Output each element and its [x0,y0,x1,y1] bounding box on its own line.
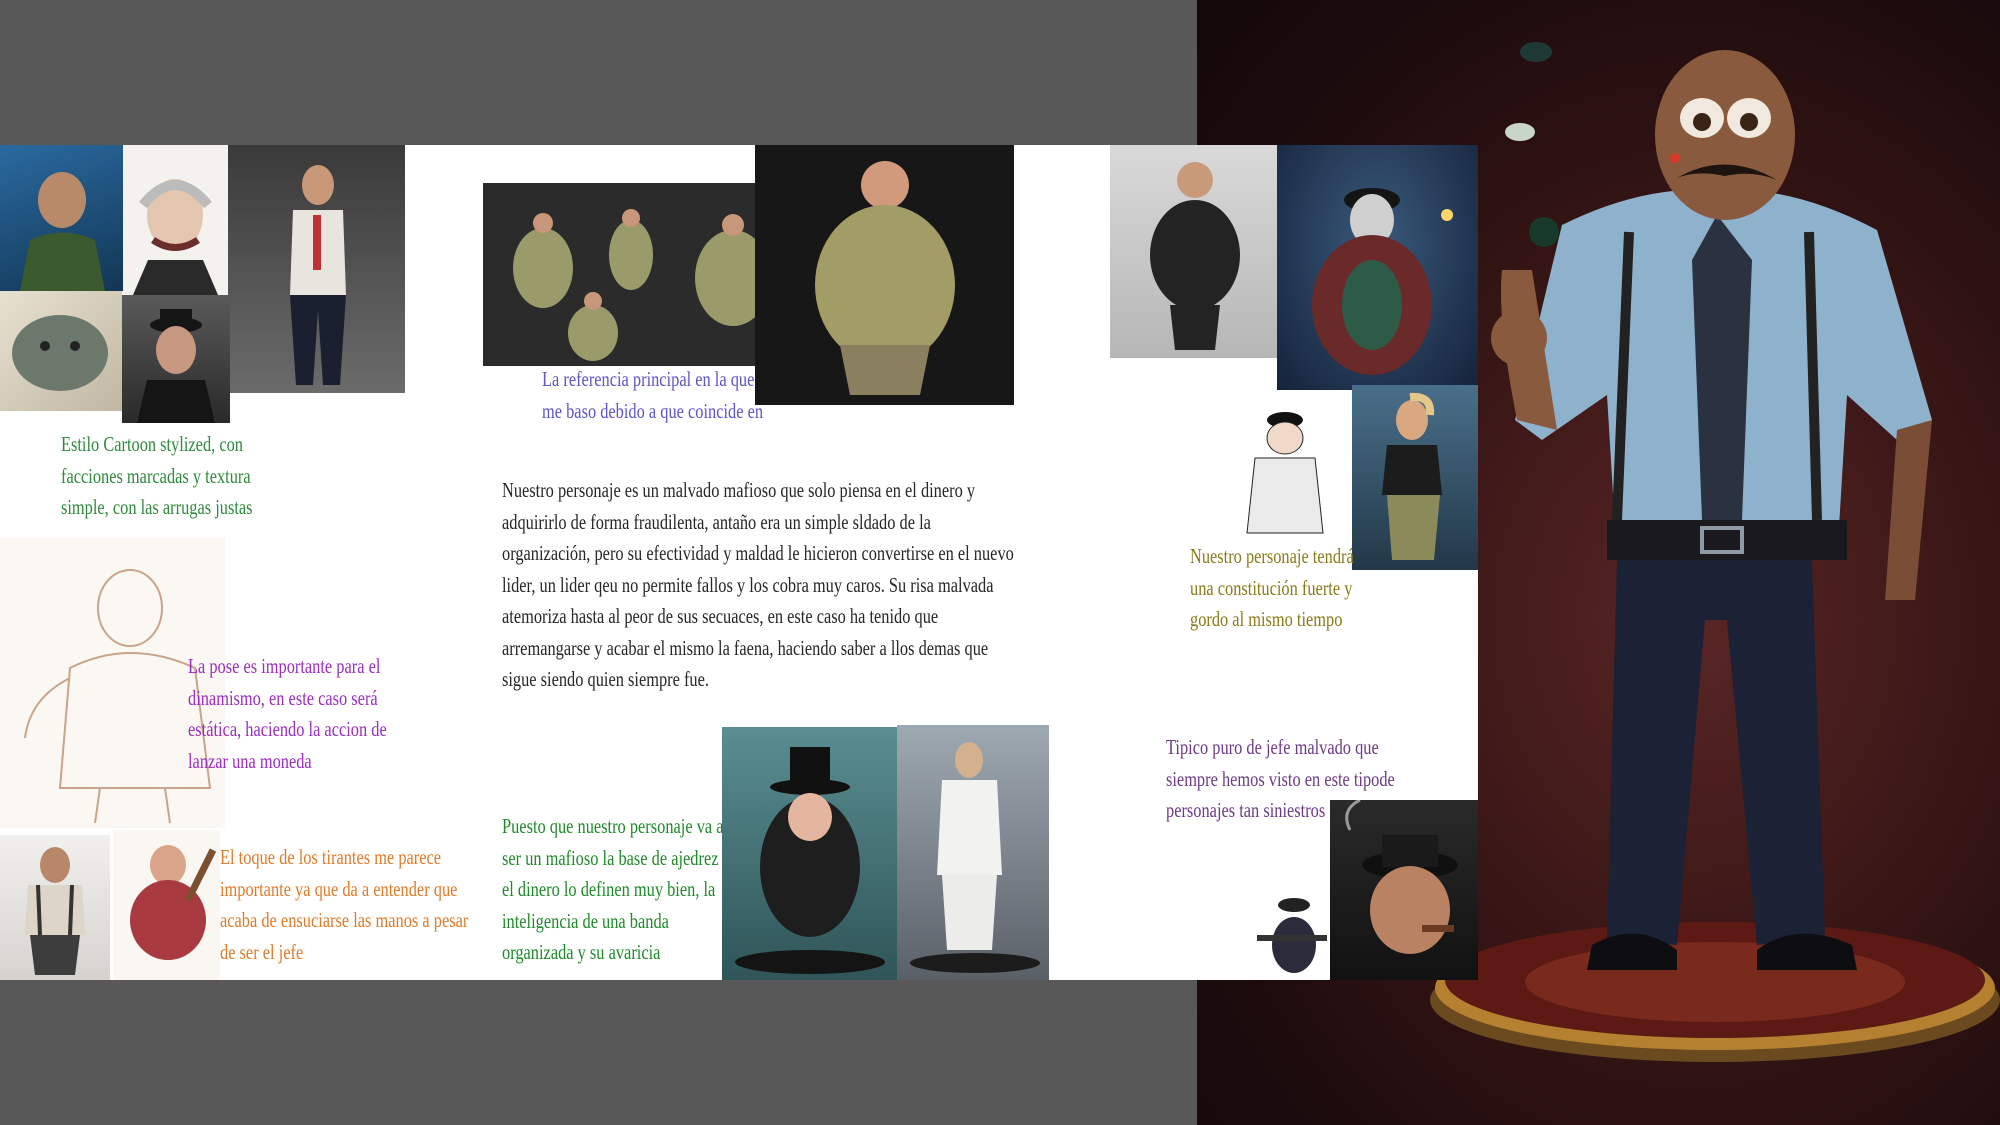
character-description: Nuestro personaje es un malvado mafioso … [502,478,1014,691]
cartoon-style-note: Estilo Cartoon stylized, con facciones ma… [61,432,253,519]
blonde-tough-guy-render-image [1352,385,1478,570]
tommy-gun-gangster-image [1252,885,1337,980]
two-face-figure-image [897,725,1049,980]
suspenders-note: El toque de los tirantes me parece import… [220,845,469,964]
white-suit-boss-drawing-image [1235,398,1335,543]
pose-note: La pose es importante para el dinamismo, … [188,654,387,773]
bearded-coat-character-image [1277,145,1478,390]
waiter-character-render-image [228,145,405,393]
hat-mobster-bust-image [122,295,230,423]
suspenders-thug-character-image [0,835,110,980]
fat-mobster-turnaround-image [483,183,808,366]
constitution-note: Nuestro personaje tendrá una constitución… [1190,544,1354,631]
cigar-note: Tipico puro de jefe malvado que siempre h… [1166,735,1395,822]
fat-mobster-main-reference-image [755,145,1014,405]
main-reference-note: La referencia principal en la que me baso… [542,367,764,423]
green-soldier-character-image [0,145,123,291]
fat-bat-character-image [113,830,220,980]
suit-fat-man-render-image [1110,145,1280,358]
mafia-boss-render-image [1430,42,2000,1062]
cigar-smoking-mobster-image [1330,800,1478,980]
chess-base-note: Puesto que nuestro personaje va a ser un … [502,814,731,964]
penguin-villain-figure-image [722,727,897,980]
brute-character-bust-image [0,291,122,411]
monocle-old-man-character-image [123,145,228,295]
pencil-sketch-fat-boss-image [0,538,225,828]
